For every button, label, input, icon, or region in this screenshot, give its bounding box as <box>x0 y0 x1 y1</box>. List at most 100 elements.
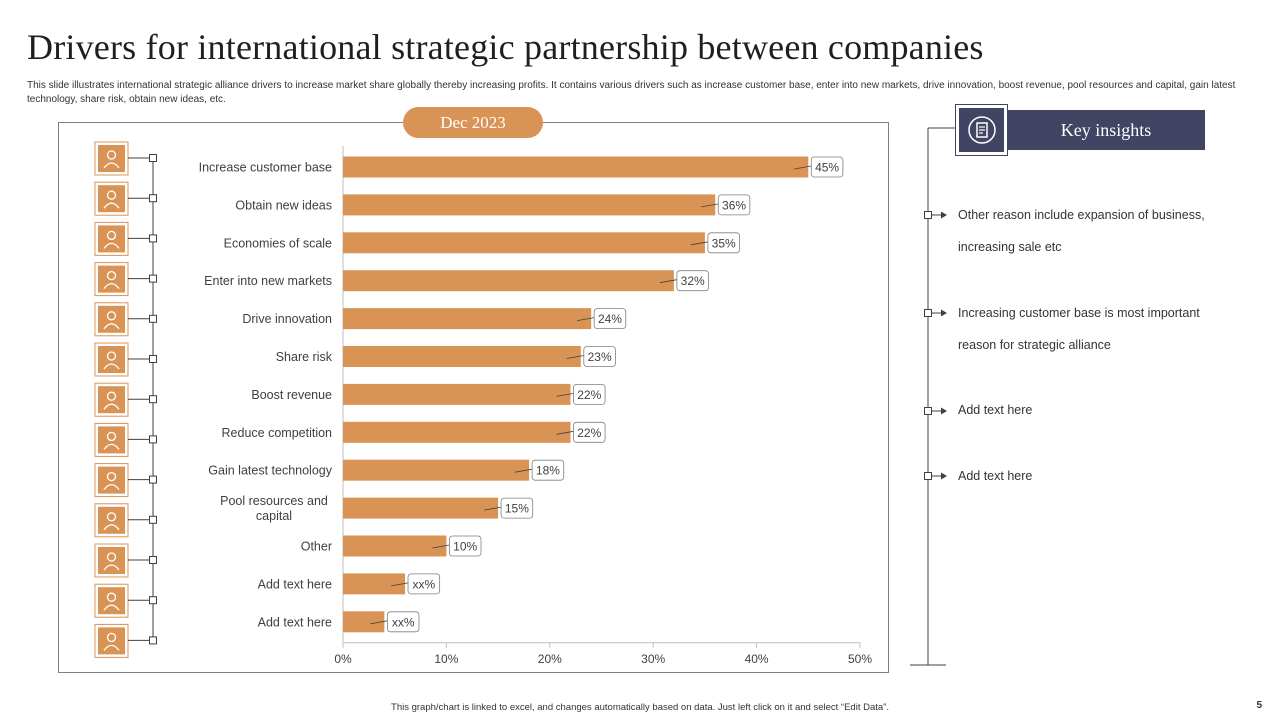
category-label: Increase customer base <box>199 161 332 175</box>
category-label: Obtain new ideas <box>235 198 332 212</box>
icon-connector-node <box>149 314 157 323</box>
category-label: Share risk <box>276 350 333 364</box>
arrow-right-icon <box>941 211 947 219</box>
bar[interactable] <box>343 270 674 292</box>
icon-glyph-head <box>106 351 117 361</box>
data-label: xx% <box>413 577 436 591</box>
bar[interactable] <box>343 232 705 254</box>
icon-glyph-head <box>106 431 117 442</box>
data-label-box <box>500 497 534 519</box>
insights-icon-box <box>955 104 1008 156</box>
data-label-box <box>573 383 606 405</box>
icon-glyph-body <box>103 323 120 330</box>
data-label: 24% <box>598 312 622 326</box>
bar[interactable] <box>343 611 385 633</box>
icon-connector-node <box>149 596 157 605</box>
bar[interactable] <box>343 421 571 443</box>
data-label-box <box>583 346 616 367</box>
icon-glyph-head <box>106 190 117 200</box>
icon-glyph-head <box>106 150 117 160</box>
icon-glyph-head <box>106 512 117 522</box>
icon-glyph-head <box>106 311 117 321</box>
team-dollar-icon <box>94 382 129 417</box>
data-label-leader <box>484 506 502 511</box>
bar[interactable] <box>343 156 809 178</box>
bar[interactable] <box>343 459 530 481</box>
data-label-leader <box>370 620 388 625</box>
scale-icon <box>94 221 129 256</box>
icon-glyph-body <box>103 162 120 169</box>
icon-connector-node <box>149 435 157 444</box>
category-row: Enter into new markets 32% <box>94 262 709 297</box>
icon-glyph-body <box>103 483 120 491</box>
icon-connector-node <box>149 154 157 162</box>
document-icon <box>967 116 996 144</box>
insight-item-3: Add text here <box>958 403 1033 417</box>
category-label: Drive innovation <box>242 312 332 326</box>
money-cycle-icon <box>94 503 129 538</box>
data-label: 23% <box>588 350 612 364</box>
bar[interactable] <box>343 535 447 557</box>
data-label: 36% <box>722 198 746 212</box>
icon-connector-node <box>149 234 157 243</box>
category-row: Share risk 23% <box>94 342 616 377</box>
bar[interactable] <box>343 308 592 330</box>
hand-risk-icon <box>94 342 129 377</box>
category-row: Other 10% <box>94 535 482 578</box>
icon-glyph-body <box>103 363 120 370</box>
bar[interactable] <box>343 346 581 367</box>
bar[interactable] <box>343 497 499 519</box>
insight-node <box>924 211 932 219</box>
icon-connector-node <box>149 395 157 404</box>
insight-node <box>924 472 932 480</box>
briefcase-icon <box>94 623 129 658</box>
bar[interactable] <box>343 383 571 405</box>
data-label-leader <box>566 355 584 359</box>
gear-tech-icon <box>94 463 129 498</box>
category-label: Add text here <box>258 615 332 629</box>
bar[interactable] <box>343 194 716 216</box>
icon-connector-node <box>149 274 157 283</box>
data-label-leader <box>577 317 595 321</box>
data-label-box <box>573 421 606 443</box>
category-label: Gain latest technology <box>208 464 332 478</box>
globe-chart-icon <box>94 262 129 297</box>
data-label-box <box>448 535 482 557</box>
x-tick-label: 10% <box>434 652 458 666</box>
data-label: 22% <box>577 426 601 440</box>
arrow-right-icon <box>941 407 947 415</box>
insight-marker <box>924 407 947 415</box>
page-title: Drivers for international strategic part… <box>27 27 984 67</box>
category-row: Boost revenue 22% <box>94 382 606 417</box>
icon-glyph-head <box>106 391 117 401</box>
category-row: Pool resources and capital 15% <box>94 494 534 538</box>
data-label-leader <box>556 393 574 397</box>
icon-connector-node <box>149 355 157 363</box>
icon-connector-node <box>149 194 157 203</box>
insights-header: Key insights <box>1007 110 1205 150</box>
footer-note: This graph/chart is linked to excel, and… <box>391 702 889 713</box>
icon-glyph-body <box>103 564 120 571</box>
icon-glyph-body <box>103 403 120 410</box>
data-label-leader <box>432 544 450 549</box>
category-label: Enter into new markets <box>204 274 332 288</box>
category-label: Pool resources and capital <box>220 494 328 523</box>
category-row: Drive innovation 24% <box>94 302 627 337</box>
icon-connector-node <box>149 475 157 484</box>
category-row: Add text here xx% <box>94 611 420 658</box>
category-row: Add text here xx% <box>94 573 441 618</box>
data-label-leader <box>515 468 533 473</box>
bar[interactable] <box>343 573 406 595</box>
atom-icon <box>94 181 129 216</box>
data-label: 15% <box>505 502 529 516</box>
category-row: Economies of scale 35% <box>94 221 740 256</box>
icon-glyph-head <box>106 592 117 602</box>
x-tick-label: 20% <box>538 652 562 666</box>
icon-glyph-body <box>103 644 120 651</box>
data-label: 32% <box>681 274 705 288</box>
arrow-right-icon <box>941 472 947 480</box>
icon-connector-node <box>149 556 157 564</box>
data-label-box <box>707 232 740 254</box>
data-label-leader <box>390 582 409 587</box>
